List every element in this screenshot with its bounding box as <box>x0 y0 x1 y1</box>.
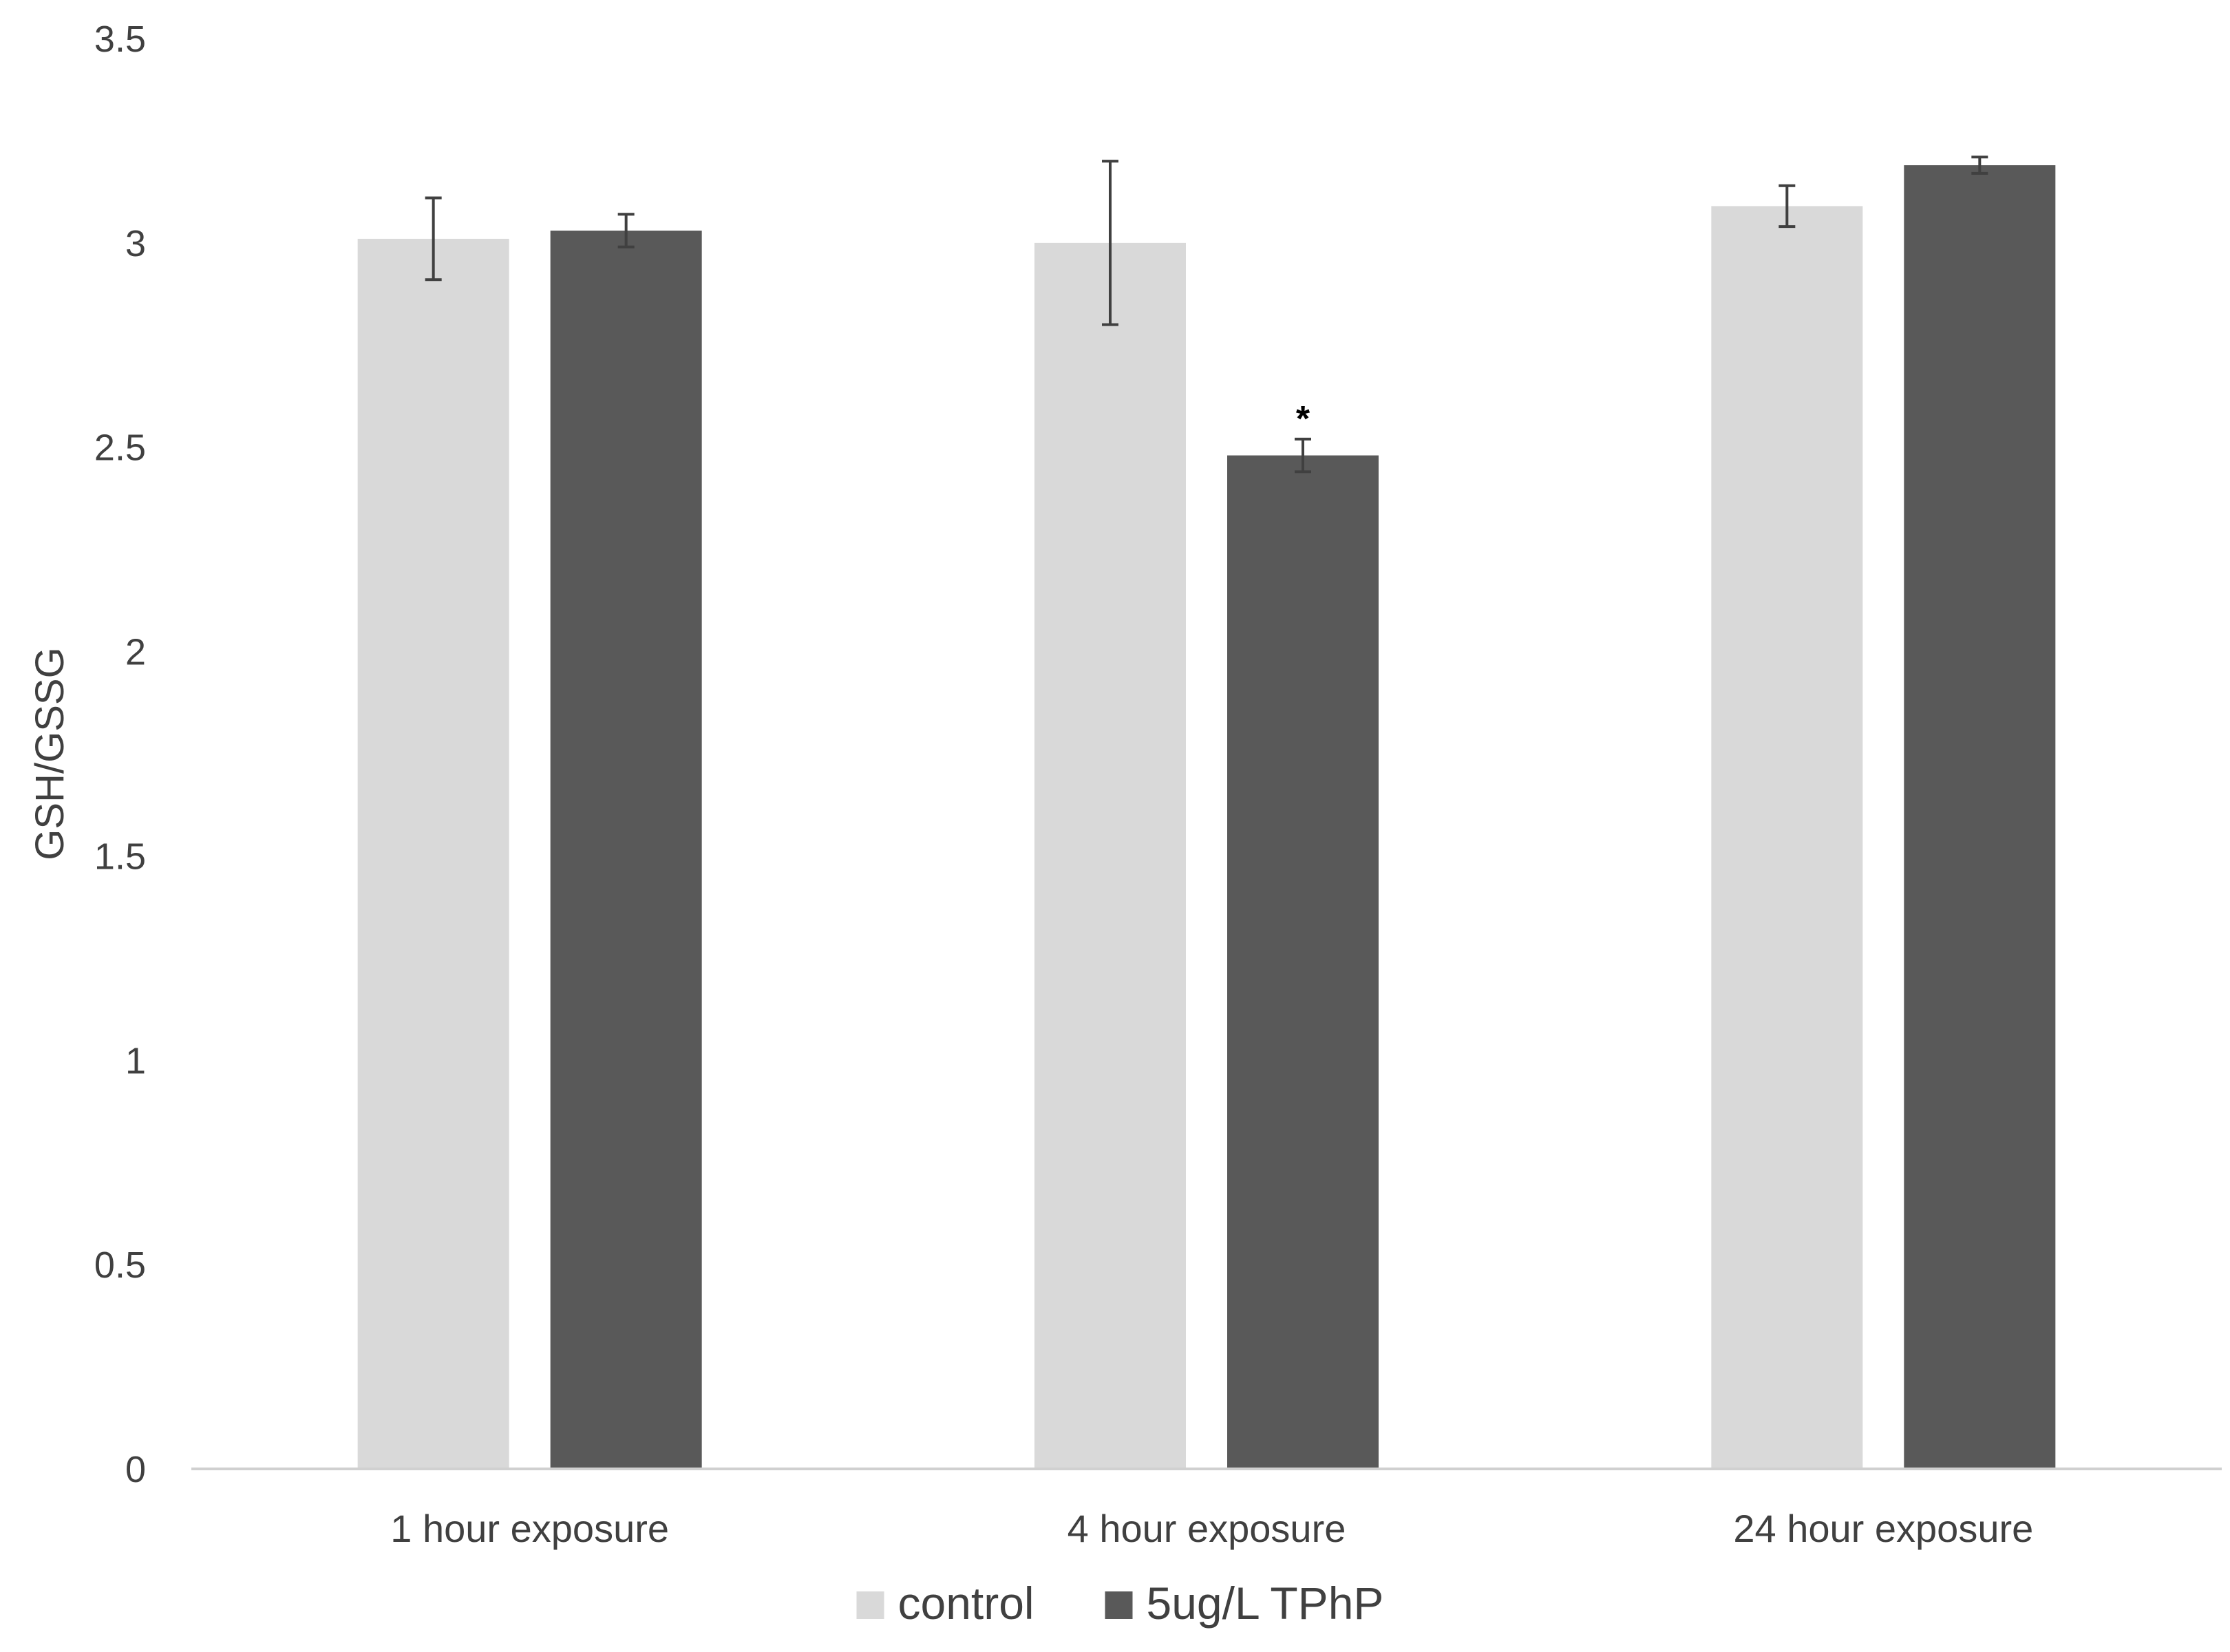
y-tick-label: 1.5 <box>94 836 146 877</box>
x-category-label: 24 hour exposure <box>1733 1507 2033 1550</box>
legend-swatch <box>1105 1591 1133 1619</box>
error-bar <box>1971 156 1988 175</box>
bars <box>357 165 2056 1470</box>
bar <box>550 231 702 1470</box>
y-tick-label: 2.5 <box>94 427 146 469</box>
error-bar <box>617 213 635 248</box>
annotations: * <box>1296 399 1310 439</box>
error-bars <box>425 156 1988 474</box>
y-tick-label: 0.5 <box>94 1245 146 1286</box>
y-tick-label: 0 <box>125 1449 146 1490</box>
x-axis-categories: 1 hour exposure 4 hour exposure 24 hour ex… <box>390 1507 2033 1550</box>
legend-item: 5ug/L TPhP <box>1105 1578 1384 1629</box>
bar <box>1034 242 1186 1469</box>
y-axis-ticks: 0 0.5 1 1.5 2 2.5 3 3.5 <box>94 19 146 1490</box>
x-category-label: 4 hour exposure <box>1068 1507 1346 1550</box>
legend-label: 5ug/L TPhP <box>1147 1578 1384 1629</box>
legend-item: control <box>856 1578 1034 1629</box>
y-axis-title: GSH/GSSG <box>28 647 72 860</box>
error-bar <box>1102 160 1118 326</box>
bar <box>1904 165 2056 1470</box>
y-tick-label: 3 <box>125 223 146 264</box>
error-bar <box>1778 184 1796 229</box>
legend-label: control <box>898 1578 1034 1629</box>
x-category-label: 1 hour exposure <box>390 1507 669 1550</box>
legend: control 5ug/L TPhP <box>856 1578 1384 1629</box>
y-tick-label: 3.5 <box>94 19 146 60</box>
bar <box>357 238 509 1469</box>
bar <box>1711 206 1863 1469</box>
error-bar <box>425 196 442 282</box>
legend-swatch <box>856 1591 884 1619</box>
error-bar <box>1295 437 1311 474</box>
y-tick-label: 1 <box>125 1040 146 1081</box>
y-tick-label: 2 <box>125 632 146 673</box>
significance-marker: * <box>1296 399 1310 439</box>
bar <box>1227 455 1379 1469</box>
